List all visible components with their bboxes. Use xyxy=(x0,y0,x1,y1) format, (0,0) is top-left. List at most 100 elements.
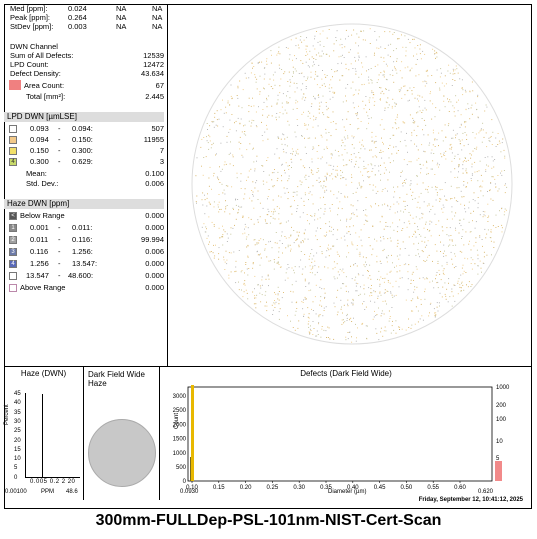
defect-point xyxy=(213,121,215,123)
lpd-bin-swatch: 4 xyxy=(9,158,17,166)
defect-point xyxy=(282,93,284,95)
defect-point xyxy=(294,200,295,202)
defect-point xyxy=(326,234,327,236)
defect-point xyxy=(432,144,434,146)
defect-point xyxy=(393,329,395,331)
defect-point xyxy=(352,302,354,304)
defect-point xyxy=(246,179,247,181)
x-tick-label: 0.35 xyxy=(320,485,332,491)
area-count-swatch xyxy=(9,80,21,90)
defect-point xyxy=(416,98,418,100)
defect-point xyxy=(394,191,396,193)
defect-point xyxy=(290,159,292,160)
defect-point xyxy=(431,75,433,76)
defect-point xyxy=(466,172,467,174)
defect-point xyxy=(469,240,470,242)
defect-point xyxy=(452,129,454,131)
defect-point xyxy=(278,218,280,220)
defect-point xyxy=(298,235,300,237)
defect-point xyxy=(471,113,473,115)
defect-point xyxy=(337,311,339,313)
defect-point xyxy=(309,191,311,193)
defect-point xyxy=(401,328,403,330)
defect-point xyxy=(336,263,338,265)
defect-point xyxy=(358,105,359,107)
defect-point xyxy=(218,118,220,120)
defect-point xyxy=(361,323,363,325)
defect-point xyxy=(355,340,357,342)
defect-point xyxy=(436,56,438,58)
defect-point xyxy=(474,137,476,139)
defect-point xyxy=(312,148,314,150)
defect-point xyxy=(363,301,365,302)
defect-point xyxy=(245,262,247,263)
defect-point xyxy=(318,94,319,96)
defect-point xyxy=(429,142,431,144)
defect-point xyxy=(470,157,472,159)
defect-point xyxy=(492,225,494,227)
defect-point xyxy=(454,168,456,170)
defect-point xyxy=(307,65,309,67)
defect-point xyxy=(329,338,331,340)
defect-point xyxy=(304,238,306,240)
defect-point xyxy=(441,82,443,84)
defect-point xyxy=(293,230,295,231)
haze-ytick: 25 xyxy=(14,428,21,435)
defect-point xyxy=(311,158,313,160)
defect-point xyxy=(287,244,289,246)
defect-point xyxy=(404,200,406,202)
defect-point xyxy=(290,250,291,252)
defect-point xyxy=(320,207,322,209)
defect-point xyxy=(427,186,429,188)
defect-point xyxy=(392,296,394,298)
defect-point xyxy=(355,60,356,62)
defect-point xyxy=(313,255,315,257)
defect-point xyxy=(352,304,354,306)
defect-point xyxy=(435,278,436,280)
defect-point xyxy=(308,258,310,260)
defect-point xyxy=(470,263,472,264)
defect-point xyxy=(272,199,274,201)
defect-point xyxy=(383,61,385,62)
defect-point xyxy=(486,106,488,108)
defect-point xyxy=(355,191,357,193)
defect-point xyxy=(290,205,292,207)
defect-point xyxy=(363,223,365,225)
defect-point xyxy=(315,335,317,337)
defect-point xyxy=(424,246,426,248)
defect-point xyxy=(459,222,461,224)
defect-point xyxy=(256,78,258,80)
defect-point xyxy=(445,136,447,138)
defect-point xyxy=(381,90,383,92)
defect-point xyxy=(309,66,310,68)
y-tick-right: 10 xyxy=(496,439,503,445)
defect-point xyxy=(349,319,350,321)
defect-point xyxy=(255,182,257,184)
defect-point xyxy=(333,93,335,94)
defect-point xyxy=(275,301,277,303)
defect-point xyxy=(277,298,279,300)
defect-point xyxy=(206,205,208,207)
defect-point xyxy=(305,178,307,180)
lpd-bin-row: 0.094 - 0.150: 11955 xyxy=(4,135,168,145)
defect-point xyxy=(392,134,394,136)
defect-point xyxy=(339,255,340,257)
defect-point xyxy=(307,220,308,222)
defect-point xyxy=(291,301,293,303)
defect-point xyxy=(340,219,341,221)
defect-point xyxy=(296,191,298,193)
x-tick-label: 0.45 xyxy=(374,485,386,491)
defect-point xyxy=(296,152,297,154)
defect-point xyxy=(382,151,384,153)
defect-point xyxy=(252,148,254,150)
defect-point xyxy=(355,160,357,162)
defect-point xyxy=(383,238,385,240)
defect-point xyxy=(436,52,438,54)
defect-point xyxy=(409,99,410,101)
defect-point xyxy=(210,251,212,252)
defect-point xyxy=(313,115,315,117)
defect-point xyxy=(373,290,375,292)
defect-point xyxy=(309,137,311,139)
defect-point xyxy=(349,226,351,228)
defect-point xyxy=(472,90,474,92)
